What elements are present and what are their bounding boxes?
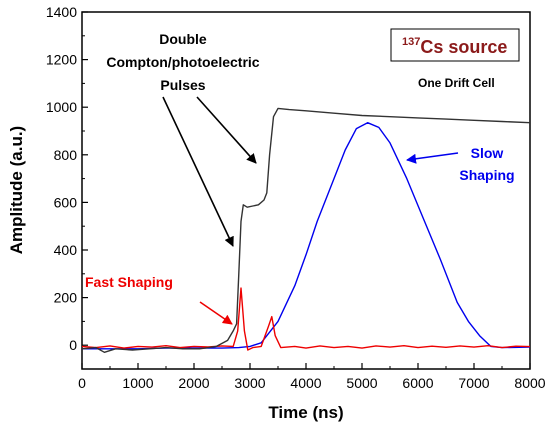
annotation-double-line3: Pulses	[160, 77, 205, 93]
annotation-fast-shaping: Fast Shaping	[85, 274, 173, 290]
series-line-2	[81, 287, 531, 351]
y-axis-title: Amplitude (a.u.)	[7, 126, 26, 254]
x-tick-label: 0	[78, 375, 86, 391]
annotation-double-line2: Compton/photoelectric	[106, 54, 259, 70]
arrow-double-to-second-pulse	[196, 96, 257, 164]
y-tick-label: 1200	[46, 52, 77, 68]
y-tick-label: 600	[54, 194, 78, 210]
y-tick-label: 400	[54, 242, 78, 258]
x-axis-ticks: 0 1000 2000 3000 4000 5000 6000 7000 8000	[78, 363, 546, 391]
x-tick-label: 1000	[122, 375, 153, 391]
arrow-slow-shaping	[406, 152, 459, 164]
y-tick-label: 800	[54, 147, 78, 163]
series-line-3	[81, 107, 531, 353]
y-tick-label: 1400	[46, 4, 77, 20]
source-superscript: 137	[402, 36, 420, 48]
source-box	[390, 28, 520, 62]
series-group	[81, 107, 531, 353]
annotation-slow-line1: Slow	[471, 145, 504, 161]
annotation-slow-line2: Shaping	[459, 167, 514, 183]
x-tick-label: 2000	[178, 375, 209, 391]
x-tick-label: 6000	[402, 375, 433, 391]
x-tick-label: 4000	[290, 375, 321, 391]
annotation-double-line1: Double	[159, 31, 207, 47]
y-tick-label: 0	[69, 337, 77, 353]
x-tick-label: 7000	[458, 375, 489, 391]
source-name: Cs source	[420, 37, 507, 57]
arrow-double-to-first-pulse	[162, 96, 234, 247]
x-tick-label: 3000	[234, 375, 265, 391]
x-tick-label: 8000	[514, 375, 545, 391]
arrow-fast-shaping	[199, 301, 233, 325]
source-label: 137Cs source	[402, 36, 507, 57]
series-line-1	[82, 122, 531, 350]
y-tick-label: 1000	[46, 99, 77, 115]
annotation-one-drift-cell: One Drift Cell	[418, 76, 495, 90]
x-axis-title: Time (ns)	[268, 403, 343, 422]
x-tick-label: 5000	[346, 375, 377, 391]
y-axis-ticks: 0 200 400 600 800 1000 1200 1400	[46, 4, 88, 353]
y-tick-label: 200	[54, 290, 78, 306]
